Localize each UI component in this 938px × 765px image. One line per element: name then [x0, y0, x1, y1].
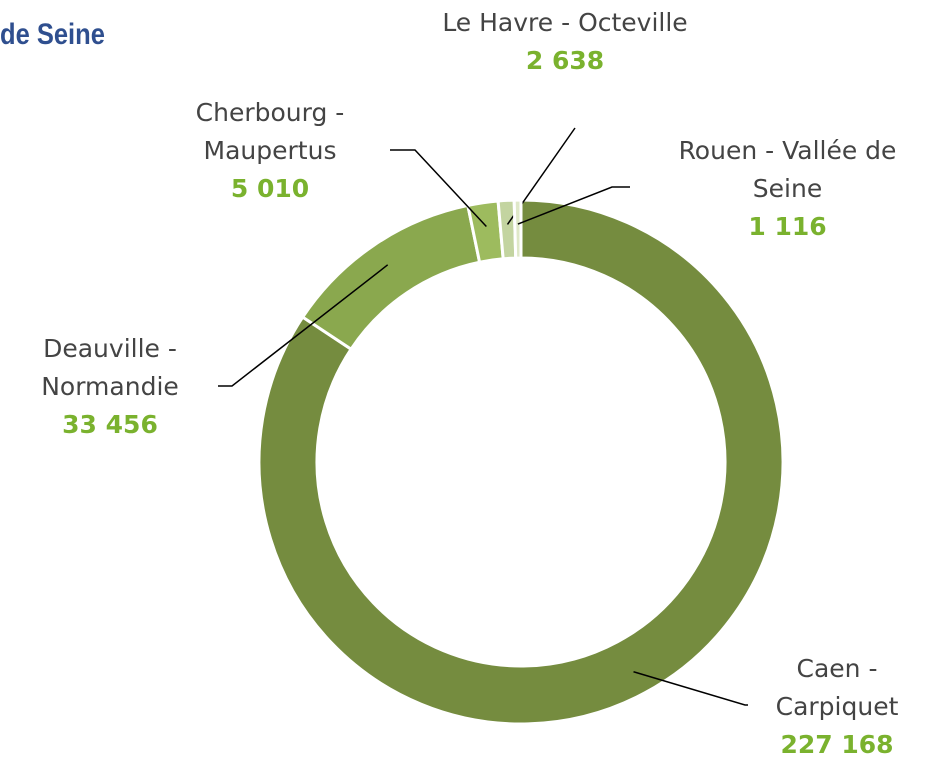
value-label: 227 168	[780, 730, 894, 759]
category-label: Cherbourg - Maupertus	[195, 98, 345, 165]
value-label: 33 456	[62, 410, 158, 439]
category-label: Le Havre - Octeville	[442, 8, 688, 37]
donut-slice	[257, 198, 785, 726]
slice-label: Deauville - Normandie 33 456	[20, 330, 200, 444]
value-label: 5 010	[230, 174, 310, 203]
chart-title: de Seine	[0, 18, 105, 51]
slice-label: Caen - Carpiquet 227 168	[762, 650, 912, 764]
slice-label: Rouen - Vallée de Seine 1 116	[650, 132, 925, 246]
leader-line	[390, 149, 487, 228]
leader-line	[633, 671, 748, 706]
category-label: Caen - Carpiquet	[775, 654, 899, 721]
value-label: 2 638	[525, 46, 605, 75]
leader-line	[517, 186, 630, 225]
donut-slice	[300, 203, 482, 352]
slice-label: Cherbourg - Maupertus 5 010	[175, 94, 365, 208]
donut-slice	[512, 198, 523, 260]
value-label: 1 116	[748, 212, 827, 241]
leader-line	[218, 264, 389, 387]
category-label: Rouen - Vallée de Seine	[678, 136, 897, 203]
slice-label: Le Havre - Octeville 2 638	[410, 4, 720, 80]
category-label: Deauville - Normandie	[41, 334, 179, 401]
